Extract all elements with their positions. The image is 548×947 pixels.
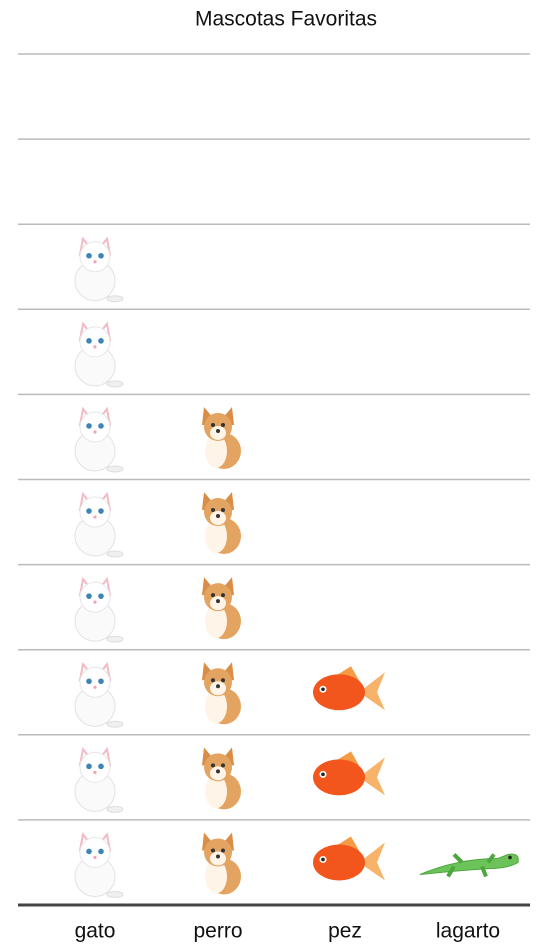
cat-nose (93, 515, 97, 519)
dog-eye (211, 422, 215, 427)
x-tick-label: lagarto (436, 920, 500, 943)
dog-chest (205, 859, 227, 894)
dog-eye (211, 508, 215, 513)
dog-eye (221, 763, 225, 768)
fish-body (313, 674, 365, 711)
cat-tail (106, 380, 124, 388)
cat-tail (106, 465, 124, 473)
dog-chest (205, 519, 227, 554)
dog-eye (211, 678, 215, 683)
fish-pupil (321, 772, 325, 777)
cat-tail (106, 635, 124, 643)
fish-body (313, 759, 365, 796)
cat-eye (98, 678, 104, 685)
cat-head (79, 751, 111, 783)
fish-pupil (321, 857, 325, 862)
cat-eye (98, 338, 104, 344)
dog-eye (221, 848, 225, 853)
x-tick-label: gato (75, 920, 116, 943)
fish-tail (359, 842, 385, 881)
cat-head (79, 666, 111, 698)
dog-eye (221, 678, 225, 683)
cat-eye (86, 252, 92, 259)
dog-nose (216, 599, 220, 604)
cat-head (79, 836, 111, 868)
lizard-legs (446, 853, 496, 878)
cat-eye (86, 338, 92, 344)
cat-eye (98, 848, 104, 855)
fish-body (313, 844, 365, 881)
cat-nose (93, 260, 97, 264)
cat-nose (93, 770, 97, 774)
cat-eye (86, 848, 92, 855)
dog-nose (216, 428, 220, 433)
dog-nose (216, 684, 220, 689)
x-tick-label: pez (328, 920, 362, 943)
dog-chest (205, 774, 227, 809)
dog-eye (221, 593, 225, 598)
dog-chest (205, 433, 227, 468)
cat-nose (93, 600, 97, 604)
fish-pupil (321, 687, 325, 692)
dog-nose (216, 514, 220, 519)
dog-chest (205, 604, 227, 639)
fish-tail (359, 672, 385, 711)
cat-eye (86, 763, 92, 770)
cat-eye (98, 252, 104, 259)
x-tick-label: perro (193, 920, 242, 943)
lizard-eye (508, 855, 512, 860)
cat-nose (93, 855, 97, 860)
cat-eye (86, 423, 92, 429)
cat-eye (98, 423, 104, 429)
chart-title: Mascotas Favoritas (195, 8, 377, 31)
cat-tail (106, 805, 124, 813)
cat-tail (106, 550, 124, 558)
pictograph-column (419, 853, 519, 878)
dog-eye (211, 593, 215, 598)
fish-tail (359, 757, 385, 796)
dog-eye (211, 848, 215, 853)
cat-head (79, 326, 111, 358)
dog-nose (216, 854, 220, 859)
cat-eye (86, 678, 92, 685)
dog-eye (211, 763, 215, 768)
cat-tail (106, 890, 124, 898)
cat-eye (98, 763, 104, 770)
pictograph-column (202, 406, 241, 895)
cat-nose (93, 685, 97, 689)
pictograph-column (74, 236, 124, 898)
dog-eye (221, 508, 225, 513)
cat-nose (93, 430, 97, 434)
dog-nose (216, 769, 220, 774)
cat-nose (93, 345, 97, 349)
cat-tail (106, 720, 124, 728)
cat-eye (98, 593, 104, 599)
cat-tail (106, 295, 124, 303)
cat-eye (86, 593, 92, 599)
dog-chest (205, 689, 227, 724)
dog-eye (221, 422, 225, 427)
cat-eye (86, 508, 92, 514)
cat-head (79, 241, 111, 273)
cat-head (79, 496, 111, 528)
cat-head (79, 411, 111, 443)
pictograph-column (313, 666, 385, 881)
cat-eye (98, 508, 104, 514)
cat-head (79, 581, 111, 613)
lizard-body (419, 853, 519, 875)
